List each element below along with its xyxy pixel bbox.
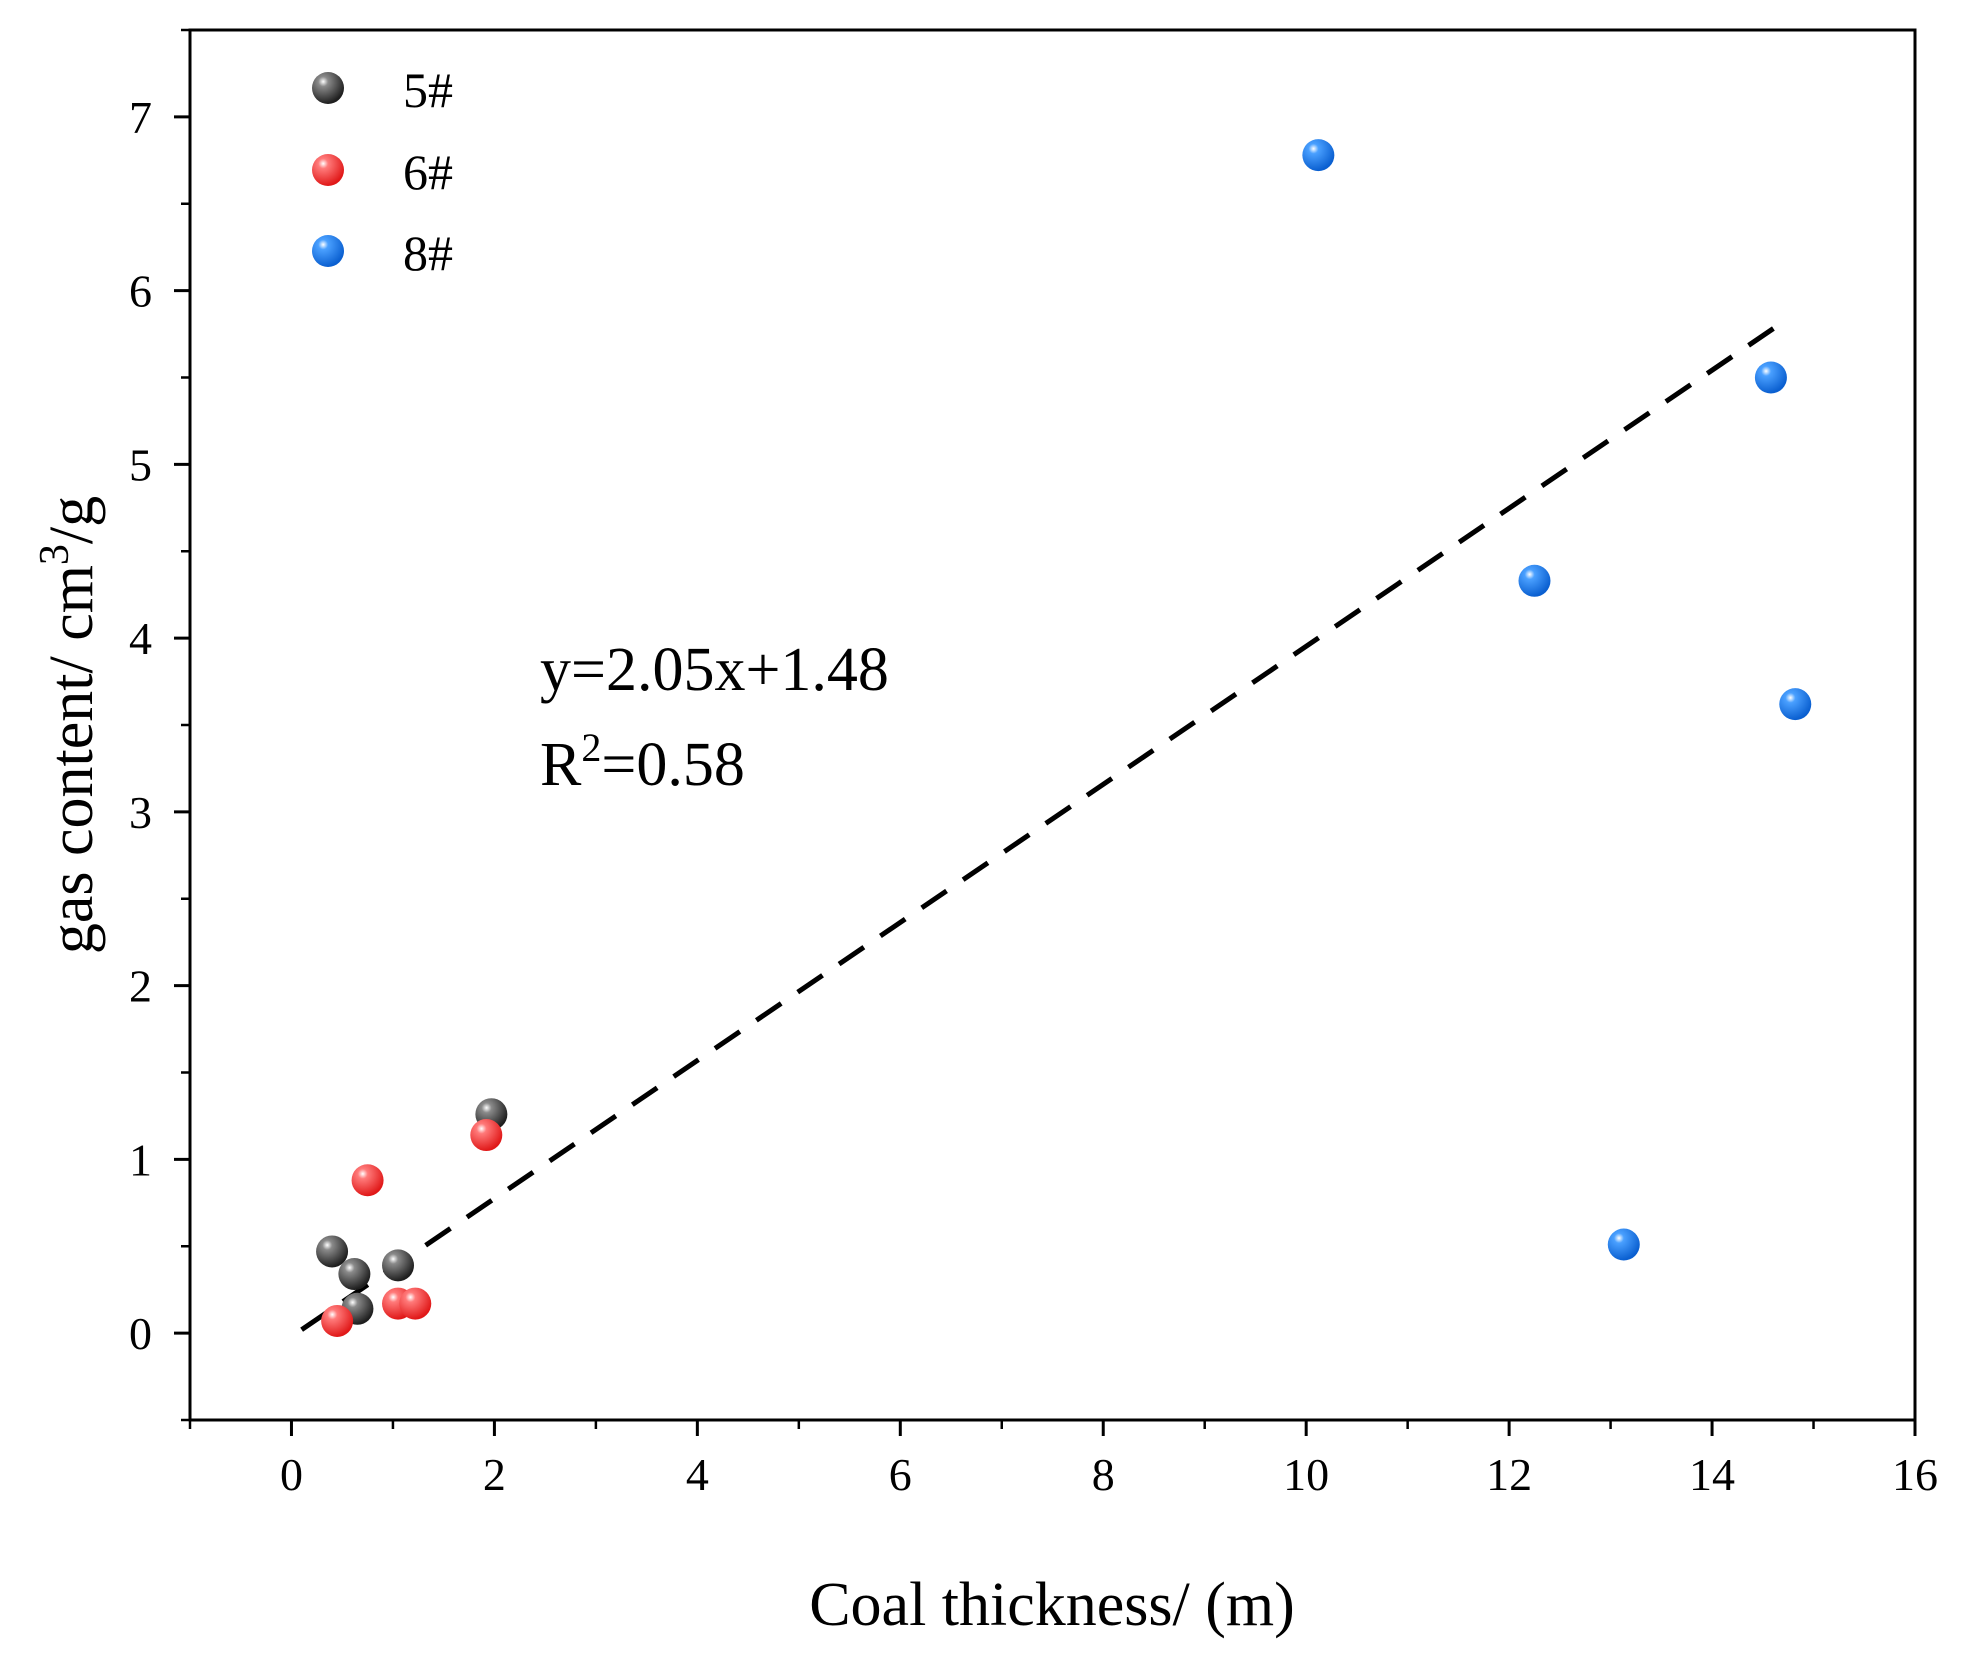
x-tick-label: 10 [1283,1449,1329,1500]
data-point-6 [470,1119,503,1152]
y-title-unit: /g [38,496,106,544]
y-tick-label: 1 [129,1134,152,1185]
data-point-8 [1779,688,1812,721]
data-point-8 [1754,361,1787,394]
x-tick-label: 8 [1092,1449,1115,1500]
legend-label-5: 5# [403,62,453,118]
data-point-5 [382,1249,415,1282]
r2-superscript: 2 [581,725,601,770]
x-tick-label: 12 [1486,1449,1532,1500]
y-tick-label: 6 [129,266,152,317]
legend-marker-5 [312,72,344,104]
data-point-6 [351,1164,384,1197]
fit-r-squared: R2=0.58 [540,725,745,799]
y-axis-title: gas content/ cm3/g [32,496,106,954]
y-title-superscript: 3 [32,544,78,565]
y-tick-label: 3 [129,787,152,838]
y-tick-label: 7 [129,92,152,143]
legend-label-6: 6# [403,144,453,200]
fit-line [300,319,1785,1332]
r2-base: R [540,731,582,799]
x-tick-label: 2 [483,1449,506,1500]
data-point-6 [399,1287,432,1320]
legend-label-8: 8# [403,225,453,281]
data-point-5 [316,1235,349,1268]
x-tick-label: 16 [1892,1449,1938,1500]
x-tick-label: 0 [280,1449,303,1500]
x-tick-label: 14 [1689,1449,1735,1500]
y-tick-label: 4 [129,613,152,664]
r2-value: =0.58 [601,731,744,799]
data-point-6 [321,1304,354,1337]
data-point-5 [338,1258,371,1291]
data-point-8 [1302,139,1335,172]
y-tick-label: 0 [129,1308,152,1359]
y-title-base: gas content/ cm [38,565,106,954]
legend: 5# 6# 8# [312,62,453,281]
x-tick-label: 4 [686,1449,709,1500]
legend-marker-8 [312,235,344,267]
x-axis-title: Coal thickness/ (m) [809,1571,1295,1639]
y-tick-label: 2 [129,961,152,1012]
legend-marker-6 [312,154,344,186]
data-points [316,139,1812,1337]
data-point-8 [1518,564,1551,597]
fit-line-layer [300,319,1785,1332]
fit-equation: y=2.05x+1.48 [540,636,889,704]
y-tick-label: 5 [129,439,152,490]
x-tick-label: 6 [889,1449,912,1500]
data-point-8 [1607,1228,1640,1261]
